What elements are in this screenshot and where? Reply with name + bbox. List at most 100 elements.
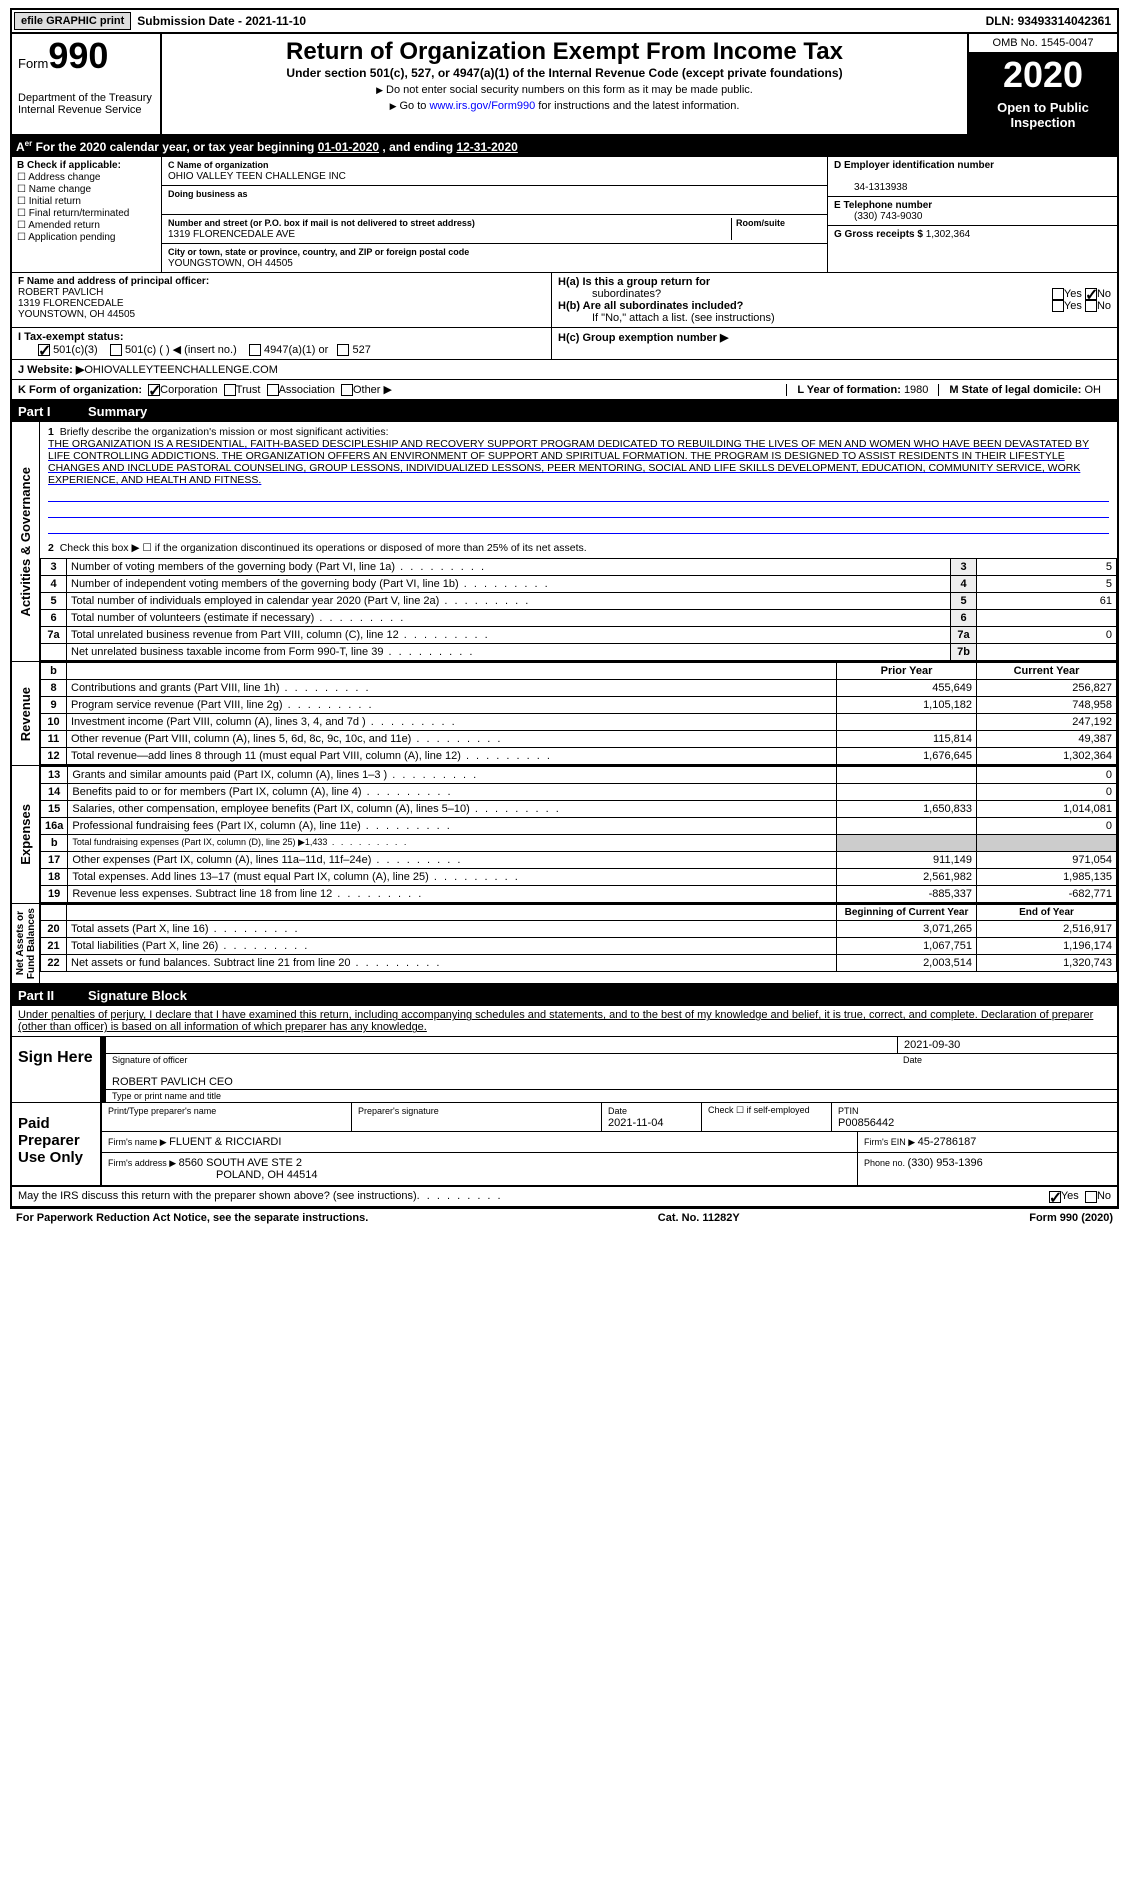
goto-note: Go to www.irs.gov/Form990 for instructio… xyxy=(170,100,959,112)
line-num: 10 xyxy=(41,714,67,731)
current-year: 256,827 xyxy=(977,680,1117,697)
efile-print-button[interactable]: efile GRAPHIC print xyxy=(14,12,131,30)
type-name-label: Type or print name and title xyxy=(106,1090,1117,1102)
line-value: 5 xyxy=(977,559,1117,576)
line-desc: Program service revenue (Part VIII, line… xyxy=(67,697,837,714)
line-value xyxy=(977,610,1117,627)
chk-assoc[interactable] xyxy=(267,384,279,396)
taxstatus-label: I Tax-exempt status: xyxy=(18,331,124,343)
chk-trust[interactable] xyxy=(224,384,236,396)
ptin: P00856442 xyxy=(838,1117,894,1129)
current-year: 0 xyxy=(977,818,1117,835)
ha-no[interactable] xyxy=(1085,288,1097,300)
form-number: 990 xyxy=(48,35,108,76)
line-desc: Total revenue—add lines 8 through 11 (mu… xyxy=(67,748,837,765)
line-desc: Grants and similar amounts paid (Part IX… xyxy=(68,767,837,784)
line-num: 22 xyxy=(41,955,67,972)
current-year: 1,985,135 xyxy=(977,869,1117,886)
discuss-label: May the IRS discuss this return with the… xyxy=(18,1190,417,1202)
line-desc: Total expenses. Add lines 13–17 (must eq… xyxy=(68,869,837,886)
footer: For Paperwork Reduction Act Notice, see … xyxy=(10,1207,1119,1227)
street: 1319 FLORENCEDALE AVE xyxy=(168,229,295,240)
line-value: 5 xyxy=(977,576,1117,593)
firm-name-label: Firm's name ▶ xyxy=(108,1137,169,1147)
dln: DLN: 93493314042361 xyxy=(986,14,1117,28)
gross-label: G Gross receipts $ xyxy=(834,229,926,240)
line-num: 15 xyxy=(41,801,68,818)
line-value: 0 xyxy=(977,627,1117,644)
prior-year: 911,149 xyxy=(837,852,977,869)
footer-mid: Cat. No. 11282Y xyxy=(658,1212,740,1224)
line-desc: Benefits paid to or for members (Part IX… xyxy=(68,784,837,801)
line-num: 6 xyxy=(41,610,67,627)
officer-signature[interactable] xyxy=(106,1037,897,1054)
line-num: 20 xyxy=(41,921,67,938)
city: YOUNGSTOWN, OH 44505 xyxy=(168,258,293,269)
prior-year xyxy=(837,818,977,835)
org-name: OHIO VALLEY TEEN CHALLENGE INC xyxy=(168,171,346,182)
end-year: 2,516,917 xyxy=(977,921,1117,938)
line-box: 5 xyxy=(951,593,977,610)
website-value: OHIOVALLEYTEENCHALLENGE.COM xyxy=(84,364,278,376)
line-num: 3 xyxy=(41,559,67,576)
prior-year: 115,814 xyxy=(837,731,977,748)
begin-year: 1,067,751 xyxy=(837,938,977,955)
vlabel-revenue: Revenue xyxy=(16,683,35,745)
current-year xyxy=(977,835,1117,852)
chk-501c3[interactable] xyxy=(38,344,50,356)
ha-yes[interactable] xyxy=(1052,288,1064,300)
chk-address-change[interactable]: ☐ Address change xyxy=(17,172,156,183)
chk-other[interactable] xyxy=(341,384,353,396)
discuss-no[interactable] xyxy=(1085,1191,1097,1203)
line-num: 4 xyxy=(41,576,67,593)
firm-ein: 45-2786187 xyxy=(918,1136,977,1148)
line-desc: Number of independent voting members of … xyxy=(67,576,951,593)
chk-final-return[interactable]: ☐ Final return/terminated xyxy=(17,208,156,219)
omb-number: OMB No. 1545-0047 xyxy=(969,34,1117,54)
firm-addr-label: Firm's address ▶ xyxy=(108,1158,179,1168)
current-year: 247,192 xyxy=(977,714,1117,731)
ptin-label: PTIN xyxy=(838,1106,859,1116)
self-employed[interactable]: Check ☐ if self-employed xyxy=(702,1103,832,1131)
discuss-yes[interactable] xyxy=(1049,1191,1061,1203)
chk-501c[interactable] xyxy=(110,344,122,356)
line-box: 6 xyxy=(951,610,977,627)
officer-addr2: YOUNSTOWN, OH 44505 xyxy=(18,309,545,320)
hb-yes[interactable] xyxy=(1052,300,1064,312)
prior-year: 1,105,182 xyxy=(837,697,977,714)
phone-label: E Telephone number xyxy=(834,200,932,211)
hc-label: H(c) Group exemption number ▶ xyxy=(558,332,728,344)
firm-addr1: 8560 SOUTH AVE STE 2 xyxy=(179,1157,302,1169)
irs-link[interactable]: www.irs.gov/Form990 xyxy=(429,100,535,112)
domicile: OH xyxy=(1085,384,1102,396)
line-value xyxy=(977,644,1117,661)
prior-year: 1,676,645 xyxy=(837,748,977,765)
chk-amended-return[interactable]: ☐ Amended return xyxy=(17,220,156,231)
dba-label: Doing business as xyxy=(168,189,248,199)
prep-sig-label: Preparer's signature xyxy=(358,1106,439,1116)
line-box: 7a xyxy=(951,627,977,644)
prep-date-label: Date xyxy=(608,1106,627,1116)
chk-app-pending[interactable]: ☐ Application pending xyxy=(17,232,156,243)
officer-label: F Name and address of principal officer: xyxy=(18,276,545,287)
governance-table: 3 Number of voting members of the govern… xyxy=(40,558,1117,661)
hb-no[interactable] xyxy=(1085,300,1097,312)
firm-name: FLUENT & RICCIARDI xyxy=(169,1136,281,1148)
chk-4947[interactable] xyxy=(249,344,261,356)
line-num: 11 xyxy=(41,731,67,748)
chk-corp[interactable] xyxy=(148,384,160,396)
chk-527[interactable] xyxy=(337,344,349,356)
line-box: 3 xyxy=(951,559,977,576)
sig-officer-label: Signature of officer xyxy=(106,1054,897,1066)
chk-initial-return[interactable]: ☐ Initial return xyxy=(17,196,156,207)
line-value: 61 xyxy=(977,593,1117,610)
current-year: 0 xyxy=(977,784,1117,801)
firm-addr2: POLAND, OH 44514 xyxy=(108,1169,318,1181)
line-desc: Total number of individuals employed in … xyxy=(67,593,951,610)
box-b-label: B Check if applicable: xyxy=(17,160,156,171)
chk-name-change[interactable]: ☐ Name change xyxy=(17,184,156,195)
line-num: 13 xyxy=(41,767,68,784)
current-year: 748,958 xyxy=(977,697,1117,714)
line-num: 12 xyxy=(41,748,67,765)
city-label: City or town, state or province, country… xyxy=(168,247,469,257)
